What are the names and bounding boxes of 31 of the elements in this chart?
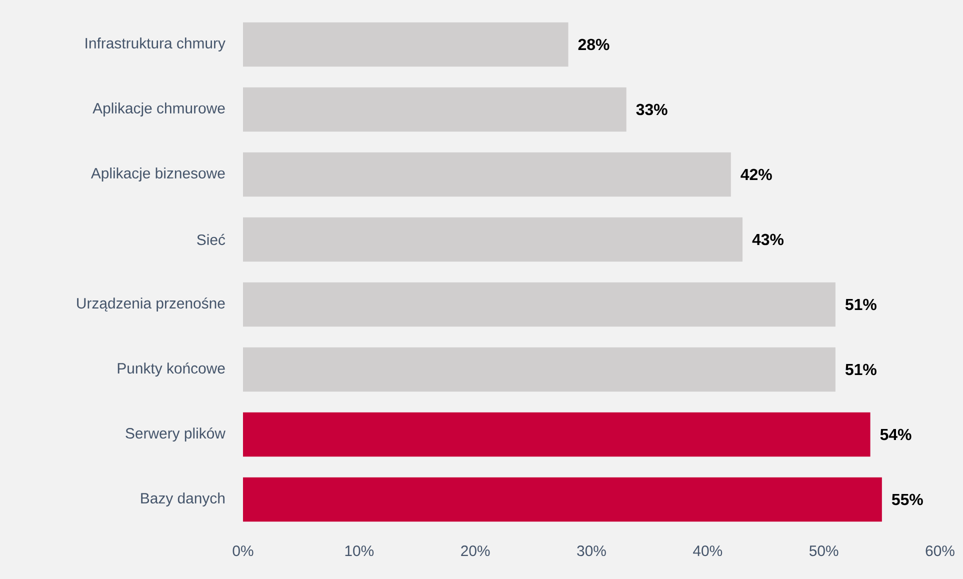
x-tick-label: 10% (345, 546, 374, 556)
data-label: 51% (845, 298, 876, 310)
x-tick-label: 40% (693, 546, 722, 556)
bar (243, 87, 626, 132)
bar (243, 412, 870, 457)
data-label: 51% (845, 364, 876, 376)
y-tick-label: Sieć (197, 234, 226, 246)
bar (243, 477, 882, 522)
data-label: 28% (578, 38, 610, 50)
data-label: 55% (892, 494, 923, 506)
y-tick-label: Aplikacje biznesowe (90, 168, 225, 182)
bar (243, 152, 731, 197)
bar (243, 347, 836, 392)
y-tick-label: Infrastruktura chmury (86, 38, 226, 52)
y-tick-label: Bazy danych (141, 492, 224, 506)
data-label: 42% (740, 168, 772, 180)
x-tick-label: 30% (577, 546, 606, 556)
x-tick-label: 50% (809, 546, 838, 556)
bar (243, 22, 568, 67)
y-tick-label: Punkty końcowe (118, 362, 225, 377)
x-tick-label: 20% (461, 546, 490, 556)
y-tick-label: Serwery plików (126, 427, 226, 442)
y-tick-label: Urządzenia przenośne (77, 297, 225, 312)
bar (243, 282, 836, 327)
data-label: 43% (752, 234, 784, 246)
data-label: 54% (880, 428, 912, 440)
x-tick-label: 0% (232, 546, 254, 556)
bar (243, 217, 743, 262)
data-label: 33% (636, 104, 668, 116)
y-tick-label: Aplikacje chmurowe (92, 102, 225, 116)
x-tick-label: 60% (926, 546, 954, 556)
